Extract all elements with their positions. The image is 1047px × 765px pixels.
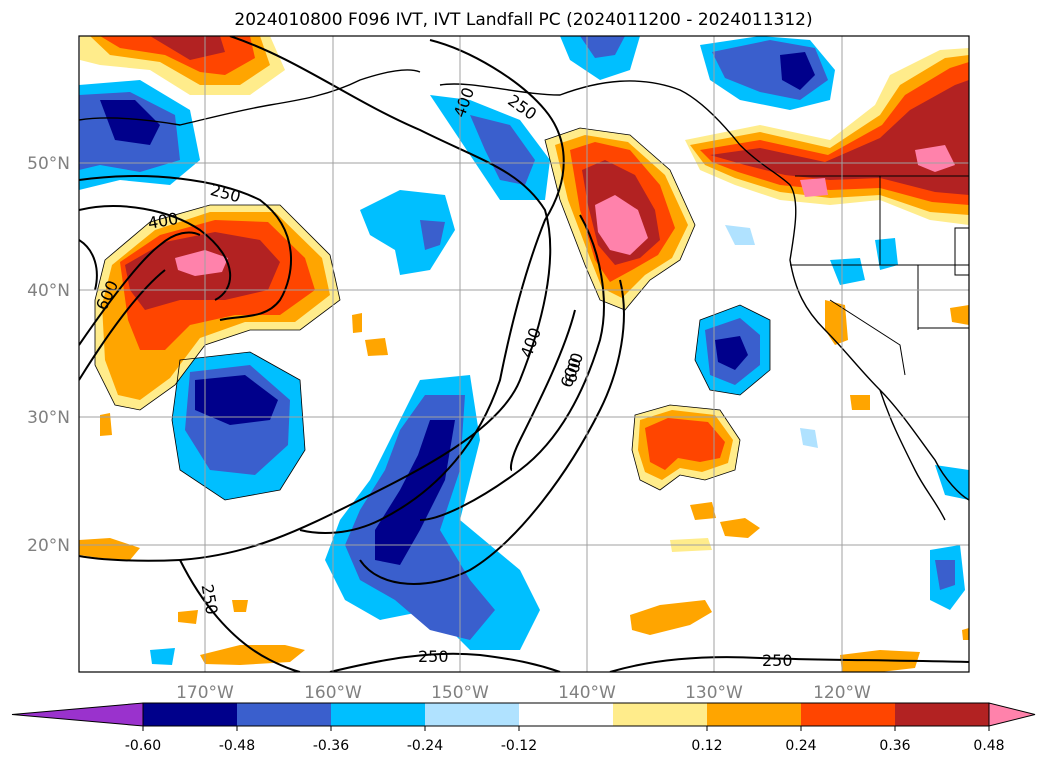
lon-labels: 170°W 160°W 150°W 140°W 130°W 120°W [176,683,871,703]
contour-label: 250 [762,651,793,670]
colorbar-segment [237,703,331,726]
colorbar-tick-label: -0.48 [219,738,255,754]
colorbar-extend-high [988,702,1036,727]
colorbar-tick-label: 0.12 [691,738,722,754]
colorbar-tick-label: -0.60 [125,738,161,754]
map-frame [78,35,970,673]
colorbar-segment [425,703,519,726]
colorbar-segment [519,703,613,726]
lat-labels: 50°N 40°N 30°N 20°N [27,154,70,556]
contour-label: 250 [418,647,449,666]
colorbar-extend-low [11,702,144,727]
ivt-contours [79,36,969,672]
lat-label: 50°N [27,154,70,174]
colorbar-segment [613,703,707,726]
colorbar-frame [142,702,990,727]
contour-label: 600 [561,351,587,385]
map-title: 2024010800 F096 IVT, IVT Landfall PC (20… [234,10,813,30]
negative-pc-shading [79,36,969,665]
coastline-borders [79,69,969,521]
positive-pc-shading [79,36,969,672]
colorbar-tick-label: -0.36 [313,738,349,754]
lat-label: 30°N [27,408,70,428]
lon-label: 140°W [558,683,616,703]
colorbar-segment [895,703,989,726]
lon-label: 130°W [685,683,743,703]
colorbar-segment [801,703,895,726]
colorbar-tick-label: 0.48 [973,738,1004,754]
colorbar-segment [707,703,801,726]
lon-label: 160°W [304,683,362,703]
gridlines [79,36,969,672]
colorbar-segment [331,703,425,726]
lat-label: 40°N [27,281,70,301]
contour-label: 250 [208,180,242,206]
colorbar: -0.60 -0.48 -0.36 -0.24 -0.12 0.12 0.24 0.36 0.4… [11,702,1036,754]
lon-label: 170°W [176,683,234,703]
colorbar-tick-label: -0.12 [501,738,537,754]
shading-outlines [94,127,771,501]
lon-label: 150°W [431,683,489,703]
contour-label: 250 [198,583,222,616]
colorbar-tick-label: -0.24 [407,738,443,754]
map-field: 250 400 600 250 400 600 250 400 600 250 … [79,36,969,672]
colorbar-tick-label: 0.36 [879,738,910,754]
lon-label: 120°W [813,683,871,703]
contour-label: 400 [517,325,545,360]
lat-label: 20°N [27,536,70,556]
colorbar-segment [143,703,237,726]
colorbar-tick-label: 0.24 [785,738,816,754]
